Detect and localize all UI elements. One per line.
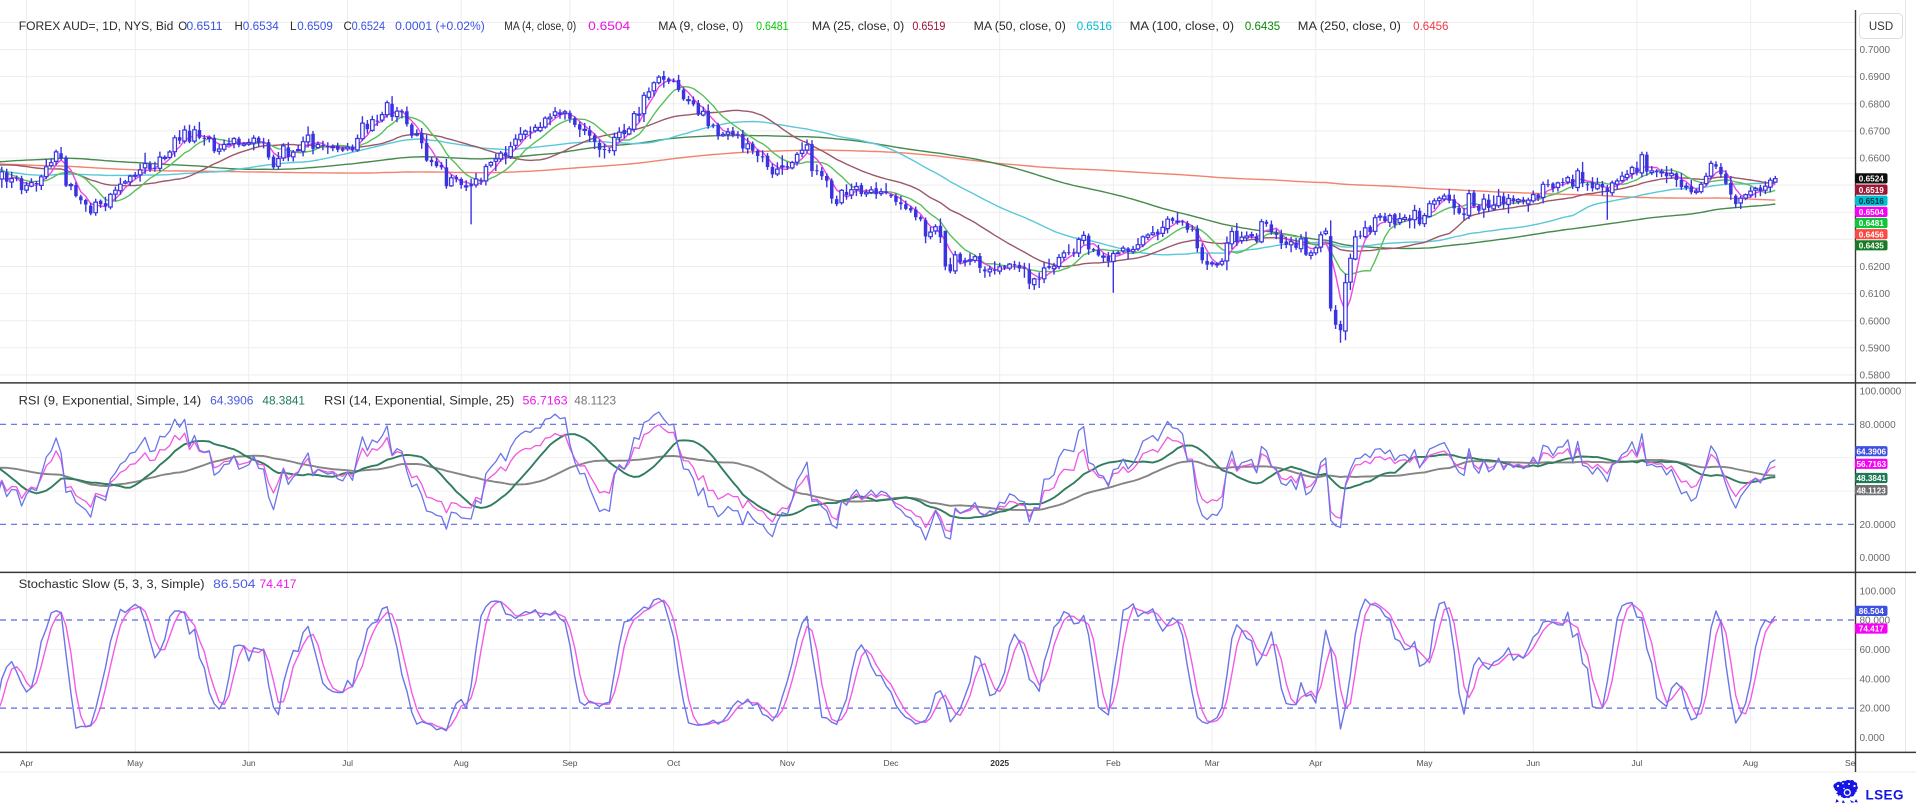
svg-text:Jul: Jul <box>342 758 353 768</box>
svg-text:80.0000: 80.0000 <box>1860 420 1897 431</box>
svg-text:0.5800: 0.5800 <box>1860 371 1891 382</box>
svg-text:USD: USD <box>1869 21 1893 33</box>
svg-text:H: H <box>235 21 243 33</box>
svg-text:Dec: Dec <box>883 758 899 768</box>
svg-text:0.6534: 0.6534 <box>243 21 280 33</box>
svg-text:2025: 2025 <box>990 758 1009 768</box>
svg-text:MA (100, close, 0): MA (100, close, 0) <box>1130 21 1235 33</box>
svg-text:0.6700: 0.6700 <box>1860 127 1891 138</box>
svg-text:64.3906: 64.3906 <box>1856 447 1886 456</box>
svg-text:0.6511: 0.6511 <box>187 21 223 33</box>
svg-text:0.6519: 0.6519 <box>1859 186 1884 195</box>
svg-text:0.6504: 0.6504 <box>1859 208 1884 217</box>
svg-text:40.000: 40.000 <box>1860 674 1891 685</box>
svg-text:56.7163: 56.7163 <box>1856 460 1886 469</box>
svg-text:RSI (14, Exponential, Simple,: RSI (14, Exponential, Simple, 25) <box>324 396 514 408</box>
svg-text:Sep: Sep <box>562 758 577 768</box>
svg-text:LSEG: LSEG <box>1866 788 1904 803</box>
svg-text:FOREX AUD=, 1D, NYS, Bid: FOREX AUD=, 1D, NYS, Bid <box>19 21 174 33</box>
svg-text:0.6516: 0.6516 <box>1859 197 1884 206</box>
svg-text:Apr: Apr <box>20 758 33 768</box>
svg-text:0.6100: 0.6100 <box>1860 289 1891 300</box>
svg-text:20.000: 20.000 <box>1860 704 1891 715</box>
svg-text:MA (50, close, 0): MA (50, close, 0) <box>974 21 1066 33</box>
svg-text:0.6900: 0.6900 <box>1860 72 1891 83</box>
svg-text:0.6800: 0.6800 <box>1860 99 1891 110</box>
svg-text:Aug: Aug <box>1743 758 1758 768</box>
svg-text:0.6000: 0.6000 <box>1860 316 1891 327</box>
svg-text:0.6456: 0.6456 <box>1413 21 1448 33</box>
svg-text:RSI (9, Exponential, Simple, 1: RSI (9, Exponential, Simple, 14) <box>19 396 202 408</box>
svg-text:Nov: Nov <box>780 758 796 768</box>
svg-text:Stochastic Slow (5, 3, 3, Simp: Stochastic Slow (5, 3, 3, Simple) <box>19 579 205 591</box>
svg-text:MA (25, close, 0): MA (25, close, 0) <box>812 21 904 33</box>
svg-text:Feb: Feb <box>1106 758 1121 768</box>
svg-text:0.6524: 0.6524 <box>352 21 386 33</box>
svg-text:100.0000: 100.0000 <box>1860 387 1902 398</box>
svg-text:Jun: Jun <box>242 758 256 768</box>
svg-text:May: May <box>127 758 144 768</box>
svg-text:0.6481: 0.6481 <box>756 21 789 33</box>
svg-text:0.6481: 0.6481 <box>1859 219 1884 228</box>
svg-text:MA (9, close, 0): MA (9, close, 0) <box>658 21 743 33</box>
svg-text:0.6600: 0.6600 <box>1860 154 1891 165</box>
svg-text:80.000: 80.000 <box>1860 616 1891 627</box>
svg-text:56.7163: 56.7163 <box>523 396 568 408</box>
svg-text:74.417: 74.417 <box>260 579 297 591</box>
svg-text:C: C <box>344 21 352 33</box>
svg-text:MA (250, close, 0): MA (250, close, 0) <box>1298 21 1401 33</box>
svg-text:Oct: Oct <box>667 758 681 768</box>
svg-text:Jul: Jul <box>1631 758 1642 768</box>
svg-text:Se: Se <box>1845 758 1856 768</box>
svg-text:MA (4, close, 0): MA (4, close, 0) <box>504 21 576 33</box>
svg-text:74.417: 74.417 <box>1859 625 1884 634</box>
svg-text:20.0000: 20.0000 <box>1860 520 1897 531</box>
svg-text:0.6519: 0.6519 <box>912 21 945 33</box>
svg-text:Aug: Aug <box>454 758 469 768</box>
svg-text:0.0001 (+0.02%): 0.0001 (+0.02%) <box>395 21 485 33</box>
svg-text:64.3906: 64.3906 <box>210 396 253 408</box>
svg-text:L: L <box>290 21 297 33</box>
svg-text:48.1123: 48.1123 <box>1857 486 1887 495</box>
svg-text:0.6516: 0.6516 <box>1077 21 1112 33</box>
svg-text:86.504: 86.504 <box>213 579 256 591</box>
svg-text:48.3841: 48.3841 <box>1856 474 1886 483</box>
svg-text:0.6435: 0.6435 <box>1245 21 1280 33</box>
svg-text:0.5900: 0.5900 <box>1860 343 1891 354</box>
svg-text:0.6509: 0.6509 <box>297 21 333 33</box>
svg-text:48.1123: 48.1123 <box>574 396 616 408</box>
svg-text:May: May <box>1416 758 1433 768</box>
svg-text:0.6435: 0.6435 <box>1859 242 1884 251</box>
svg-text:0.6456: 0.6456 <box>1859 230 1884 239</box>
svg-text:0.6200: 0.6200 <box>1860 262 1891 273</box>
svg-text:0.6524: 0.6524 <box>1859 175 1884 184</box>
svg-text:Mar: Mar <box>1205 758 1220 768</box>
svg-text:100.000: 100.000 <box>1860 586 1897 597</box>
svg-text:0.0000: 0.0000 <box>1860 553 1891 564</box>
svg-text:0.000: 0.000 <box>1860 733 1885 744</box>
svg-text:0.7000: 0.7000 <box>1860 45 1891 56</box>
svg-text:86.504: 86.504 <box>1859 607 1884 616</box>
svg-text:0.6504: 0.6504 <box>588 21 631 33</box>
svg-text:Apr: Apr <box>1309 758 1322 768</box>
svg-text:O: O <box>178 21 187 33</box>
svg-text:48.3841: 48.3841 <box>262 396 305 408</box>
svg-text:60.000: 60.000 <box>1860 645 1891 656</box>
svg-text:Jun: Jun <box>1526 758 1540 768</box>
